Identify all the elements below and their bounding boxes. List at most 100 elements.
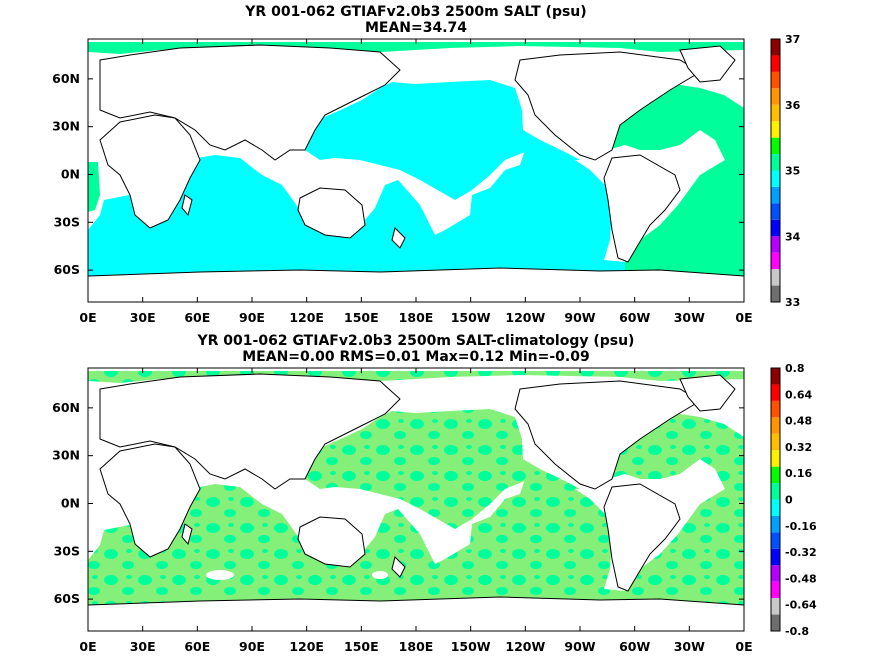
map1-y-tick-label: 60N	[52, 71, 80, 86]
map2-axes: 0E 30E 60E 90E 120E 150E 180E 150W 120W 90W 60W 30W…	[52, 368, 753, 654]
map1-title-line1: YR 001-062 GTIAFv2.0b3 2500m SALT (psu)	[245, 4, 587, 20]
map1-colorbar-label: 36	[785, 99, 801, 112]
map1-x-tick-label: 30W	[674, 310, 705, 325]
map2-colorbar-label: 0.64	[785, 388, 812, 401]
map1-x-tick-label: 120E	[289, 310, 324, 325]
map1-colorbar-swatch	[771, 71, 780, 89]
map2-africa	[99, 443, 201, 558]
map2-colorbar-swatch	[771, 368, 780, 385]
map1-plot: 0E 30E 60E 90E 120E 150E 180E 150W 120W 90W 60W 30W…	[52, 38, 753, 325]
map1-x-tick-label: 0E	[735, 310, 752, 325]
map1-x-tick-label: 30E	[130, 310, 156, 325]
map2-madagascar	[181, 523, 193, 546]
map2-greenland	[679, 374, 736, 412]
map1-colorbar-swatch	[771, 39, 780, 56]
map2-south-america	[603, 483, 681, 592]
map1-greenland	[679, 45, 736, 83]
map2-x-tick-label: 150E	[344, 639, 379, 654]
map1-australia	[297, 187, 366, 239]
map2-north-america	[514, 380, 701, 490]
map1-africa	[99, 114, 201, 229]
map1-south-america	[603, 154, 681, 263]
map2-x-tick-label: 30W	[674, 639, 705, 654]
map1-x-tick-label: 90E	[239, 310, 265, 325]
map2-colorbar-label: 0.32	[785, 441, 812, 454]
map2-colorbar-swatch	[771, 532, 780, 549]
map2-colorbar-label: 0.8	[785, 362, 805, 375]
map2-colorbar-label: -0.16	[785, 520, 817, 533]
map1-y-tick-label: 30N	[52, 119, 80, 134]
map2-colorbar-label: 0.16	[785, 467, 812, 480]
map1-colorbar-swatch	[771, 137, 780, 155]
map1-x-tick-label: 60E	[184, 310, 210, 325]
map2-colorbar: 0.8 0.64 0.48 0.32 0.16 0 -0.16 -0.32 -0.48 -0.64…	[770, 362, 817, 638]
map1-x-tick-label: 60W	[619, 310, 650, 325]
map1-colorbar-label: 34	[785, 230, 801, 243]
map2-ocean-anomaly	[88, 371, 744, 605]
map2-colorbar-swatch	[771, 483, 780, 500]
map2-plot: 0E 30E 60E 90E 120E 150E 180E 150W 120W 90W 60W 30W…	[52, 367, 753, 654]
map2-y-tick-label: 0N	[61, 495, 80, 510]
map1-colorbar-label: 35	[785, 165, 800, 178]
map2-x-tick-label: 30E	[130, 639, 156, 654]
map2-eurasia	[99, 373, 401, 490]
map1-madagascar	[181, 194, 193, 217]
map2-continents	[99, 373, 736, 592]
map2-colorbar-swatch	[771, 400, 780, 418]
map2-y-tick-label: 30S	[54, 543, 80, 558]
map1-x-tick-label: 180E	[399, 310, 434, 325]
map2-colorbar-swatch	[771, 499, 780, 516]
map2-colorbar-swatch	[771, 598, 780, 615]
map1-x-tick-label: 90W	[564, 310, 595, 325]
map2-colorbar-swatch	[771, 515, 780, 533]
map1-colorbar-label: 33	[785, 296, 800, 309]
map2-x-tick-label: 120E	[289, 639, 324, 654]
map1-colorbar-swatch	[771, 170, 780, 187]
map1-axes: 0E 30E 60E 90E 120E 150E 180E 150W 120W 90W 60W 30W…	[52, 39, 753, 325]
map1-colorbar-frame	[770, 38, 781, 303]
map2-colorbar-frame	[770, 367, 781, 632]
map1-antarctica	[88, 267, 744, 302]
map1-colorbar: 37 36 35 34 33	[770, 33, 801, 309]
map2-colorbar-swatch	[771, 384, 780, 401]
map2-colorbar-label: 0	[785, 494, 793, 507]
map2-x-tick-label: 0E	[79, 639, 96, 654]
map1-colorbar-swatch	[771, 55, 780, 72]
map2-x-tick-label: 60W	[619, 639, 650, 654]
map2-x-tick-label: 60E	[184, 639, 210, 654]
map2-colorbar-label: -0.8	[785, 625, 809, 638]
map2-x-tick-label: 0E	[735, 639, 752, 654]
map1-y-tick-label: 0N	[61, 166, 80, 181]
map2-australia	[297, 516, 366, 568]
map1-y-tick-label: 60S	[54, 262, 80, 277]
map2-colorbar-swatch	[771, 433, 780, 451]
map2-x-tick-label: 90E	[239, 639, 265, 654]
map2-colorbar-swatch	[771, 417, 780, 434]
map2-y-tick-label: 30N	[52, 448, 80, 463]
map1-colorbar-swatch	[771, 88, 780, 105]
map2-colorbar-label: 0.48	[785, 415, 812, 428]
map2-title: YR 001-062 GTIAFv2.0b3 2500m SALT-climat…	[0, 333, 832, 365]
map1-atlantic-ocean	[88, 42, 744, 276]
map2-y-tick-label: 60S	[54, 591, 80, 606]
map1-colorbar-swatch	[771, 236, 780, 253]
map2-colorbar-swatch	[771, 466, 780, 484]
map1-north-america	[514, 51, 701, 161]
map2-colorbar-label: -0.48	[785, 572, 817, 585]
map1-x-tick-label: 120W	[505, 310, 545, 325]
map1-colorbar-swatch	[771, 269, 780, 286]
map1-eurasia	[99, 44, 401, 161]
map2-colorbar-label: -0.32	[785, 546, 817, 559]
map1-colorbar-label: 37	[785, 33, 800, 46]
map1-colorbar-swatch	[771, 203, 780, 220]
map1-colorbar-swatch	[771, 104, 780, 122]
map1-colorbar-swatch	[771, 219, 780, 237]
map1-pacific-indian-ocean	[88, 80, 625, 276]
map1-colorbar-swatch	[771, 121, 780, 138]
map2-colorbar-swatch	[771, 548, 780, 566]
map2-new-zealand	[391, 556, 406, 578]
map2-title-line2: MEAN=0.00 RMS=0.01 Max=0.12 Min=-0.09	[242, 349, 590, 365]
map2-x-tick-label: 150W	[451, 639, 491, 654]
map2-x-tick-label: 90W	[564, 639, 595, 654]
